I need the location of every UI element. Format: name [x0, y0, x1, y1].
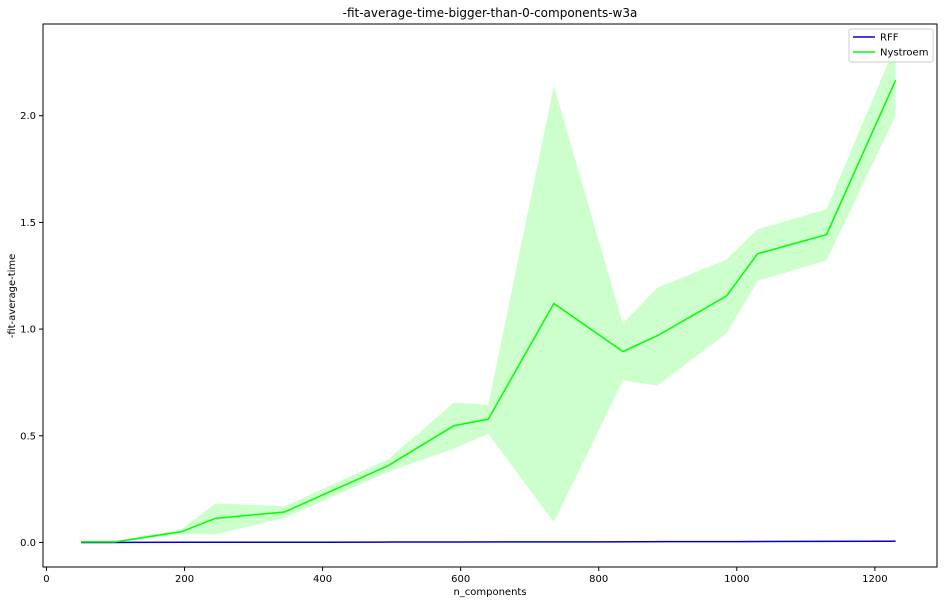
x-tick-label: 400 [313, 574, 332, 585]
legend-label-nystroem: Nystroem [880, 48, 928, 59]
y-tick-label: 1.5 [20, 218, 36, 229]
x-tick-label: 800 [589, 574, 608, 585]
series-band-nystroem [80, 44, 896, 543]
x-tick-label: 0 [43, 574, 49, 585]
series-line-rff [80, 540, 896, 544]
x-tick-label: 600 [451, 574, 470, 585]
x-axis-label: n_components [453, 587, 526, 598]
y-axis: 0.0 0.5 1.0 1.5 2.0 [20, 111, 43, 549]
x-axis: 0 200 400 600 800 1000 1200 [43, 567, 888, 585]
legend: RFF Nystroem [848, 28, 934, 63]
x-tick-label: 1200 [862, 574, 887, 585]
y-tick-label: 2.0 [20, 111, 36, 122]
y-axis-label: -fit-average-time [7, 254, 18, 339]
y-tick-label: 0.0 [20, 538, 36, 549]
x-tick-label: 1000 [724, 574, 749, 585]
series-line-nystroem [80, 80, 897, 543]
y-tick-label: 0.5 [20, 431, 36, 442]
legend-label-rff: RFF [880, 33, 899, 44]
x-tick-label: 200 [175, 574, 194, 585]
plot-frame [42, 23, 938, 568]
chart-title: -fit-average-time-bigger-than-0-componen… [343, 6, 638, 20]
plot-area [80, 44, 897, 544]
y-tick-label: 1.0 [20, 325, 36, 336]
